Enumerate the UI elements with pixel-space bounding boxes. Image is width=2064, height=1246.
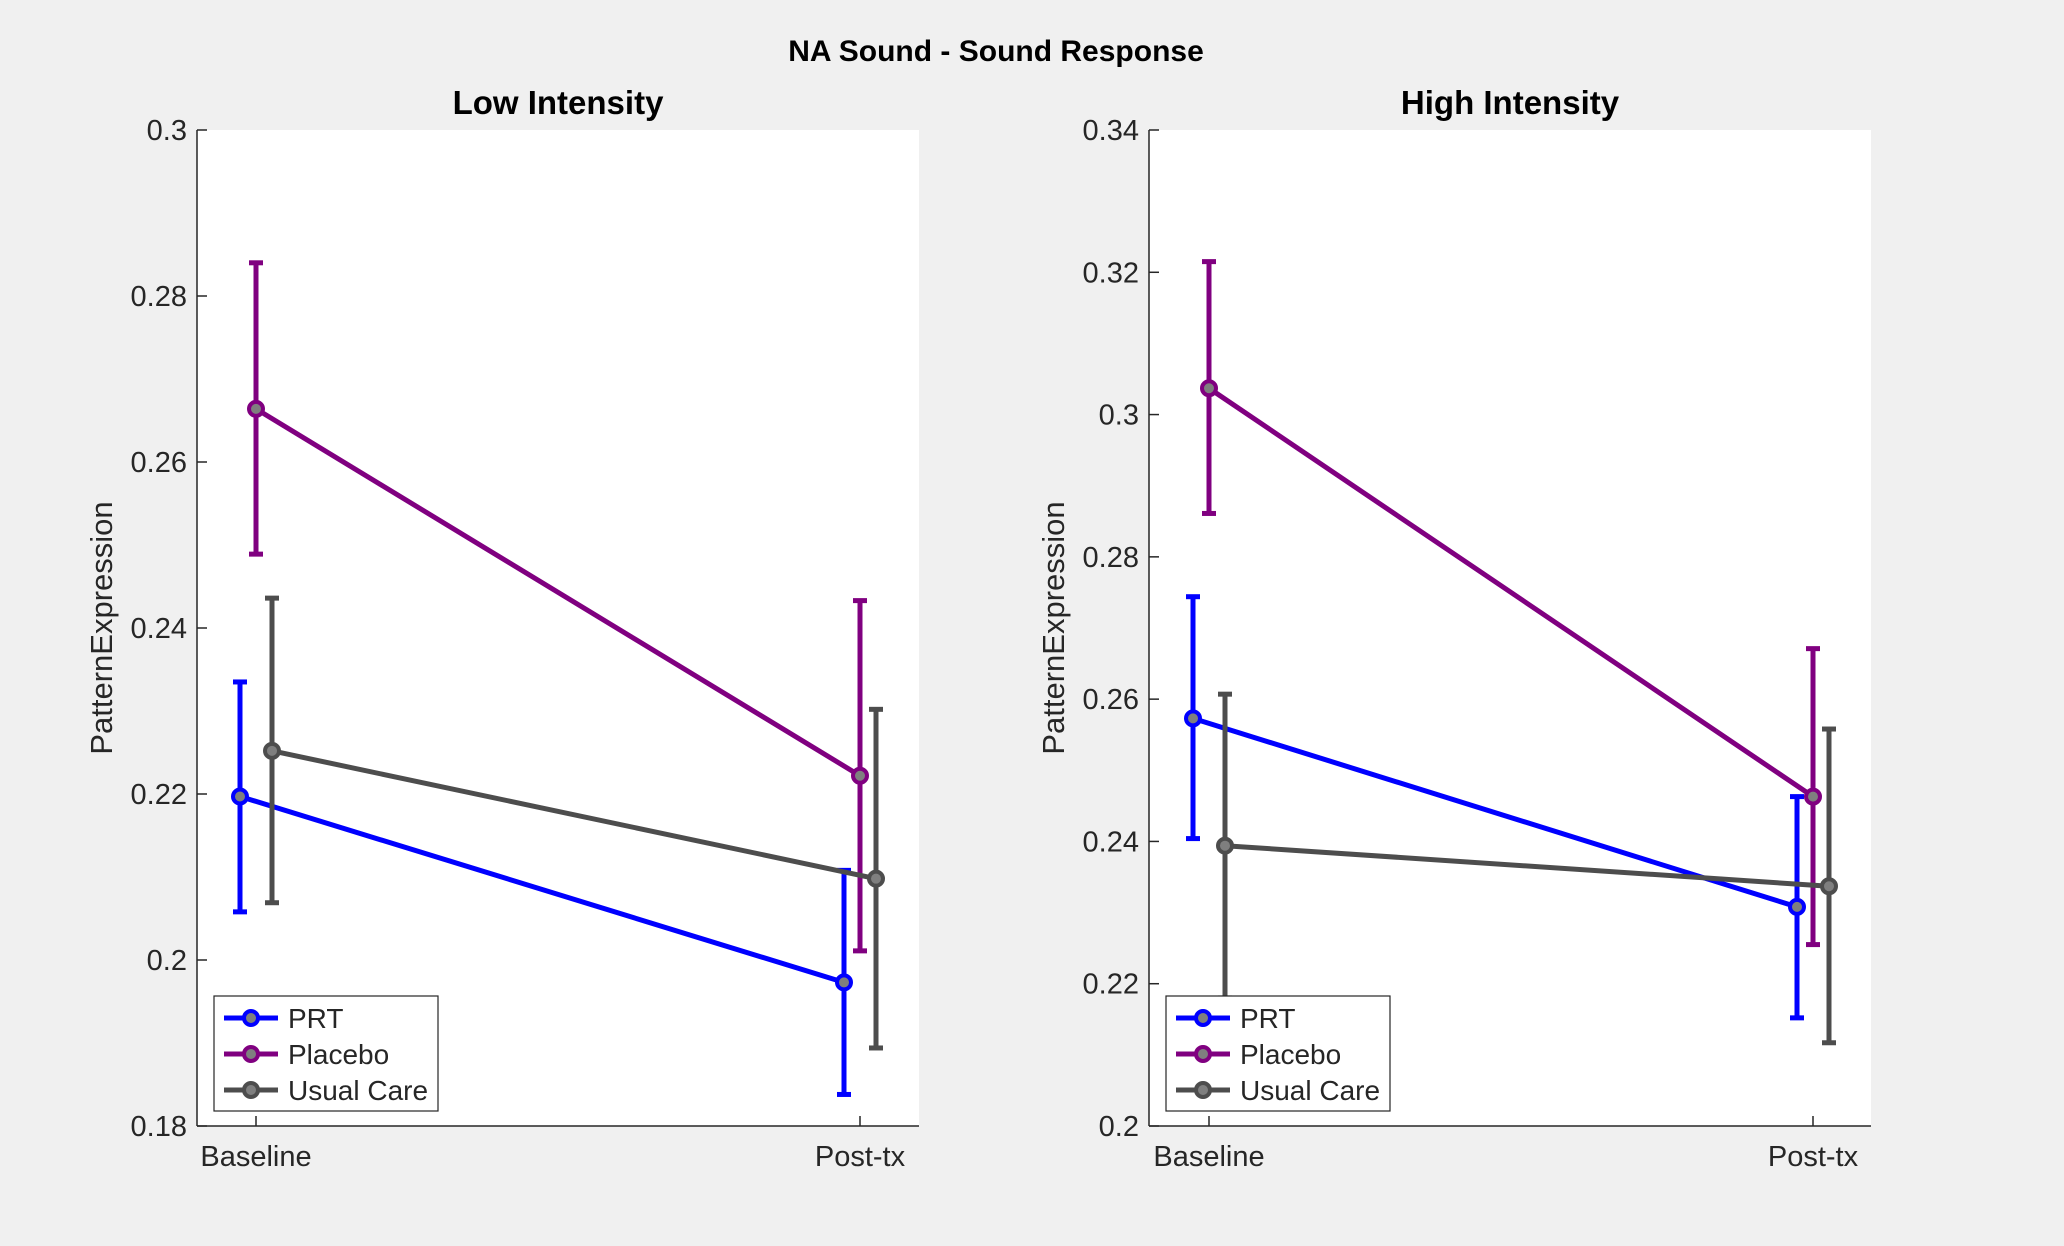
data-point xyxy=(851,766,869,785)
y-axis-label: PatternExpression xyxy=(84,501,119,754)
data-point xyxy=(835,973,853,992)
figure-suptitle: NA Sound - Sound Response xyxy=(788,35,1204,68)
data-point xyxy=(1184,709,1202,728)
data-point xyxy=(867,869,885,888)
data-point xyxy=(1788,897,1806,916)
axes-area xyxy=(197,130,919,1126)
data-point xyxy=(263,741,281,760)
y-tick-label: 0.26 xyxy=(1083,684,1139,716)
x-tick-label: Post-tx xyxy=(1768,1141,1859,1173)
panel-title: Low Intensity xyxy=(453,84,664,121)
y-tick-label: 0.26 xyxy=(131,447,187,479)
y-axis-label: PatternExpression xyxy=(1036,501,1071,754)
x-tick-label: Post-tx xyxy=(815,1141,906,1173)
y-tick-label: 0.22 xyxy=(131,779,187,811)
legend-entry: Placebo xyxy=(288,1039,389,1070)
data-point xyxy=(231,787,249,806)
series-prt xyxy=(231,679,853,1097)
legend-entry: Usual Care xyxy=(288,1075,428,1106)
x-tick-label: Baseline xyxy=(200,1141,311,1173)
y-tick-label: 0.24 xyxy=(1083,826,1139,858)
axes-area xyxy=(1149,130,1871,1126)
data-point xyxy=(1200,379,1218,398)
legend-entry: Placebo xyxy=(1240,1039,1341,1070)
series-placebo xyxy=(247,260,869,954)
series-line xyxy=(1207,386,1815,799)
chart-panels: 0.18 0.2 0.22 0.24 0.26 0.28 0.3 Baseline Post-t… xyxy=(84,84,1871,1173)
series-usual-care xyxy=(1216,691,1838,1046)
panel-title: High Intensity xyxy=(1401,84,1620,121)
legend-swatch-marker xyxy=(1194,1081,1212,1099)
y-tick-label: 0.24 xyxy=(131,613,187,645)
y-tick-label: 0.28 xyxy=(131,281,187,313)
y-tick-label: 0.34 xyxy=(1083,115,1139,147)
series-usual-care xyxy=(263,595,885,1051)
data-point xyxy=(1216,836,1234,855)
y-tick-label: 0.18 xyxy=(131,1111,187,1143)
data-point xyxy=(247,399,265,418)
series-line xyxy=(271,748,877,882)
chart-panel-2: 0.2 0.22 0.24 0.26 0.28 0.3 0.32 0.34 Baseline Po… xyxy=(1036,84,1871,1173)
y-tick-label: 0.28 xyxy=(1083,542,1139,574)
legend-swatch-marker xyxy=(242,1081,260,1099)
legend-swatch-marker xyxy=(242,1009,260,1027)
chart-panel-1: 0.18 0.2 0.22 0.24 0.26 0.28 0.3 Baseline Post-t… xyxy=(84,84,919,1173)
x-tick-label: Baseline xyxy=(1153,1141,1264,1173)
data-point xyxy=(1820,877,1838,896)
y-tick-label: 0.3 xyxy=(1099,400,1139,432)
series-line xyxy=(254,406,862,778)
y-tick-label: 0.3 xyxy=(147,115,187,147)
y-tick-label: 0.2 xyxy=(147,945,187,977)
legend-entry: PRT xyxy=(288,1003,344,1034)
legend-entry: Usual Care xyxy=(1240,1075,1380,1106)
series-line xyxy=(239,794,845,985)
legend-swatch-marker xyxy=(1194,1009,1212,1027)
legend-swatch-marker xyxy=(1194,1045,1212,1063)
legend-entry: PRT xyxy=(1240,1003,1296,1034)
y-tick-label: 0.2 xyxy=(1099,1111,1139,1143)
legend-swatch-marker xyxy=(242,1045,260,1063)
series-line xyxy=(1224,843,1830,889)
legend: PRT Placebo Usual Care xyxy=(1165,995,1391,1112)
legend: PRT Placebo Usual Care xyxy=(213,995,439,1112)
y-tick-label: 0.32 xyxy=(1083,257,1139,289)
y-tick-label: 0.22 xyxy=(1083,969,1139,1001)
data-point xyxy=(1804,787,1822,806)
series-placebo xyxy=(1200,259,1822,948)
